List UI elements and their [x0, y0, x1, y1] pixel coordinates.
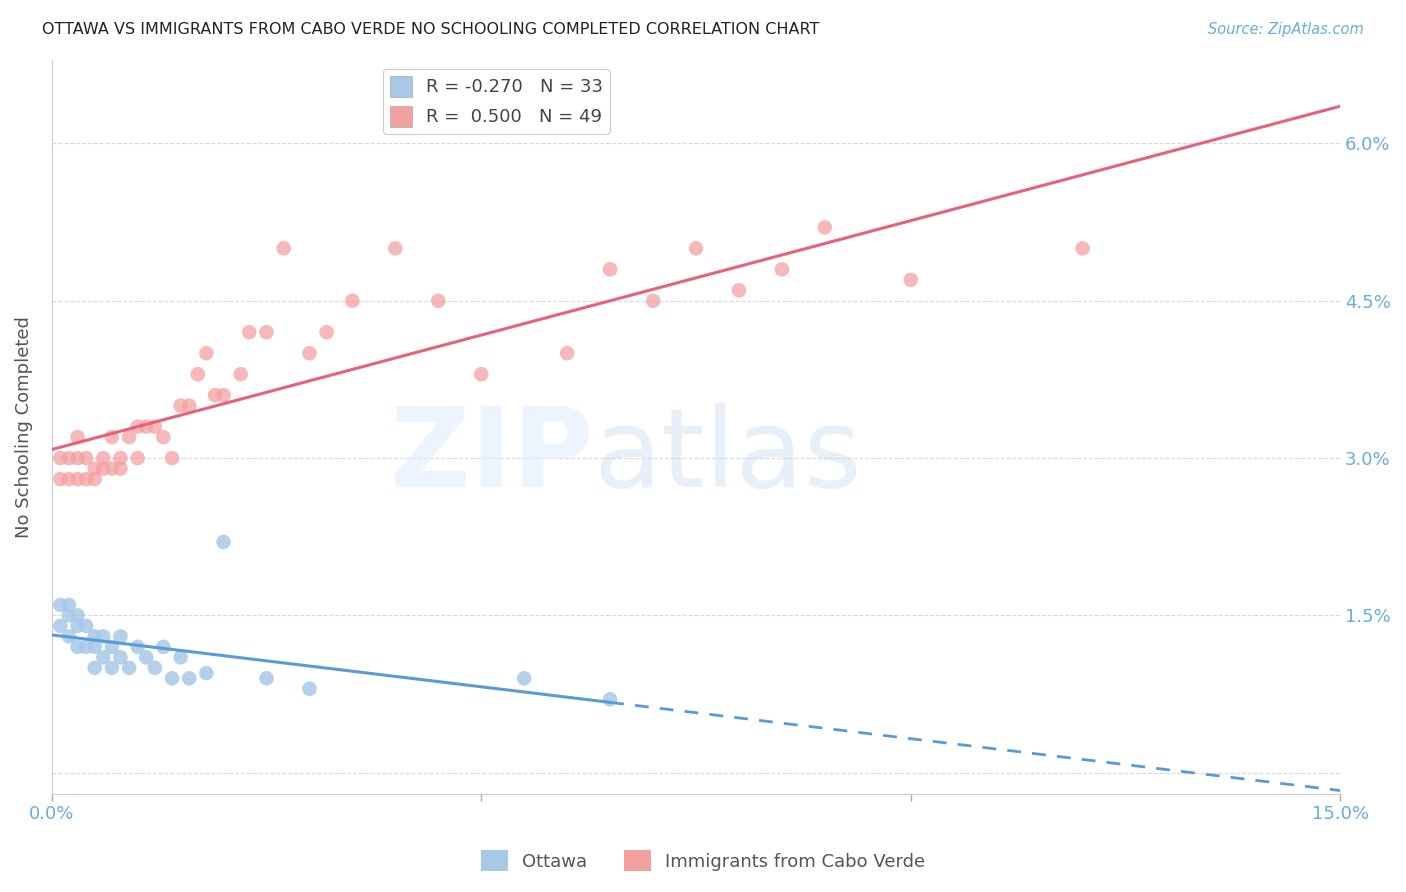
Point [75, 472, 97, 486]
Point [298, 346, 321, 360]
Point [135, 650, 157, 665]
Point [83, 461, 105, 475]
Point [66, 472, 89, 486]
Point [118, 430, 141, 444]
Point [49, 619, 72, 633]
Point [66, 430, 89, 444]
Point [1071, 241, 1094, 255]
Point [342, 293, 364, 308]
Point [110, 451, 132, 466]
Point [641, 293, 664, 308]
Point [49, 451, 72, 466]
Text: OTTAWA VS IMMIGRANTS FROM CABO VERDE NO SCHOOLING COMPLETED CORRELATION CHART: OTTAWA VS IMMIGRANTS FROM CABO VERDE NO … [42, 22, 820, 37]
Point [143, 661, 166, 675]
Point [110, 650, 132, 665]
Legend: R = -0.270   N = 33, R =  0.500   N = 49: R = -0.270 N = 33, R = 0.500 N = 49 [382, 69, 610, 134]
Point [101, 430, 124, 444]
Point [66, 451, 89, 466]
Text: Source: ZipAtlas.com: Source: ZipAtlas.com [1208, 22, 1364, 37]
Point [75, 640, 97, 654]
Point [555, 346, 578, 360]
Point [728, 283, 751, 297]
Point [599, 262, 621, 277]
Point [135, 419, 157, 434]
Point [427, 293, 450, 308]
Point [238, 325, 260, 339]
Point [127, 451, 149, 466]
Point [83, 472, 105, 486]
Point [143, 419, 166, 434]
Point [273, 241, 295, 255]
Point [91, 629, 114, 643]
Point [58, 598, 80, 612]
Point [110, 461, 132, 475]
Point [101, 461, 124, 475]
Point [91, 650, 114, 665]
Point [58, 629, 80, 643]
Point [384, 241, 406, 255]
Point [169, 399, 191, 413]
Point [49, 598, 72, 612]
Point [814, 220, 837, 235]
Text: atlas: atlas [593, 402, 862, 509]
Legend: Ottawa, Immigrants from Cabo Verde: Ottawa, Immigrants from Cabo Verde [474, 843, 932, 879]
Point [66, 619, 89, 633]
Point [101, 661, 124, 675]
Point [160, 451, 183, 466]
Point [685, 241, 707, 255]
Point [160, 671, 183, 685]
Point [513, 671, 536, 685]
Point [179, 671, 201, 685]
Point [212, 388, 235, 402]
Point [195, 666, 218, 681]
Text: ZIP: ZIP [389, 402, 593, 509]
Point [256, 671, 278, 685]
Point [900, 273, 922, 287]
Point [110, 629, 132, 643]
Point [470, 368, 492, 382]
Point [770, 262, 793, 277]
Point [91, 451, 114, 466]
Point [152, 640, 174, 654]
Point [75, 451, 97, 466]
Point [212, 535, 235, 549]
Point [66, 640, 89, 654]
Point [298, 681, 321, 696]
Point [66, 608, 89, 623]
Point [315, 325, 337, 339]
Point [127, 640, 149, 654]
Point [179, 399, 201, 413]
Point [49, 472, 72, 486]
Point [256, 325, 278, 339]
Point [101, 640, 124, 654]
Point [169, 650, 191, 665]
Point [599, 692, 621, 706]
Point [204, 388, 226, 402]
Y-axis label: No Schooling Completed: No Schooling Completed [15, 316, 32, 538]
Point [83, 629, 105, 643]
Point [195, 346, 218, 360]
Point [75, 619, 97, 633]
Point [91, 461, 114, 475]
Point [127, 419, 149, 434]
Point [58, 608, 80, 623]
Point [83, 640, 105, 654]
Point [58, 472, 80, 486]
Point [152, 430, 174, 444]
Point [229, 368, 252, 382]
Point [83, 661, 105, 675]
Point [58, 451, 80, 466]
Point [118, 661, 141, 675]
Point [187, 368, 209, 382]
